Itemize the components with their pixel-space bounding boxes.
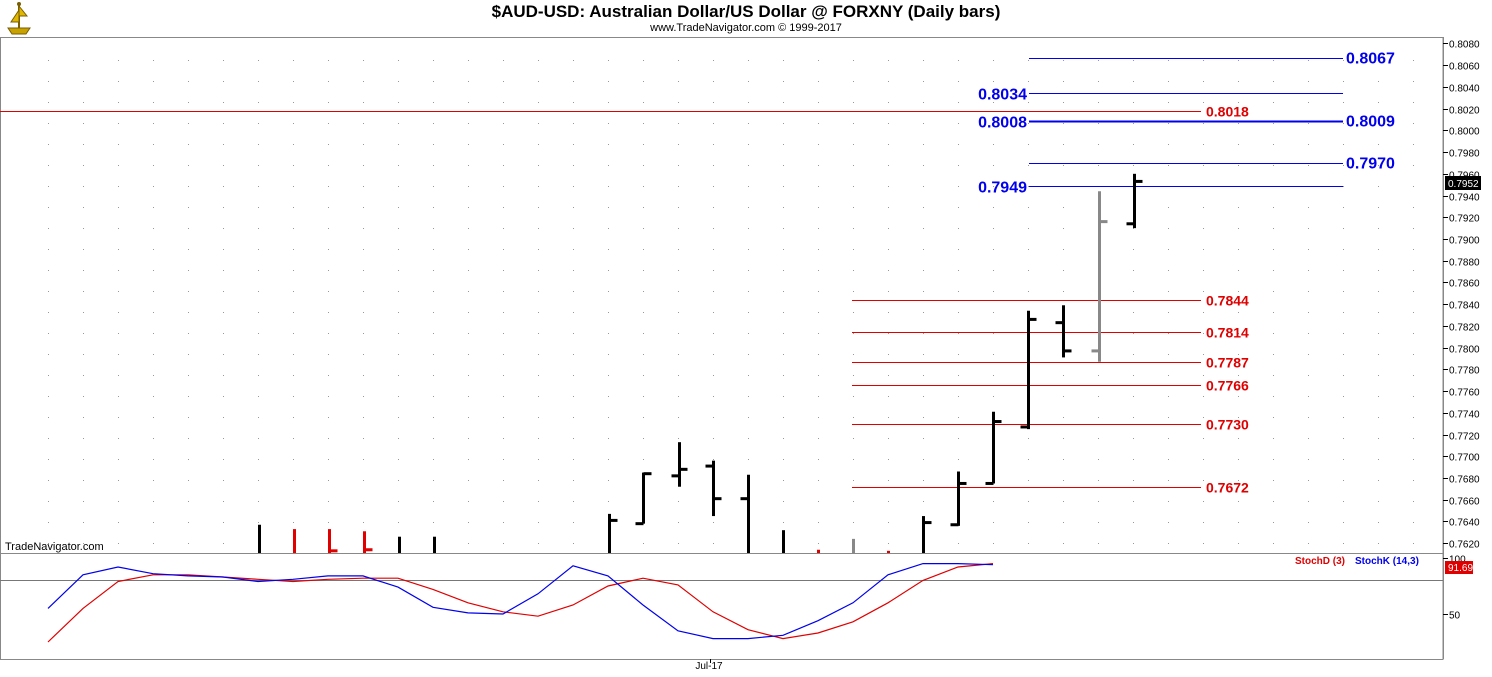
chart-title: $AUD-USD: Australian Dollar/US Dollar @ …	[491, 2, 1001, 21]
price-bar	[671, 442, 688, 487]
y-tick-label: 0.7620	[1449, 540, 1480, 551]
blue-level-label: 0.8008	[978, 115, 1027, 132]
y-tick-label: 0.7640	[1449, 518, 1480, 529]
red-level-label: 0.7730	[1206, 417, 1249, 433]
y-tick-label: 0.7740	[1449, 410, 1480, 421]
stoch-y-tick-label: 100	[1449, 555, 1466, 566]
y-tick-label: 0.7660	[1449, 497, 1480, 508]
stoch-line	[47, 562, 994, 640]
last-price-badge	[1445, 176, 1481, 190]
price-bars	[258, 173, 1143, 553]
y-tick-label: 0.7780	[1449, 366, 1480, 377]
price-bar	[1091, 191, 1108, 362]
red-level-label: 0.7672	[1206, 480, 1249, 496]
price-bar	[705, 460, 722, 517]
y-tick-label: 0.8020	[1449, 106, 1480, 117]
blue-level-label: 0.8009	[1346, 114, 1395, 131]
y-tick-label: 0.7820	[1449, 323, 1480, 334]
y-tick-label: 0.7900	[1449, 236, 1480, 247]
red-level-label: 0.8018	[1206, 104, 1249, 120]
chart-subtitle: www.TradeNavigator.com © 1999-2017	[650, 22, 842, 34]
y-tick-label: 0.8000	[1449, 127, 1480, 138]
price-axis: 0.8080 0.8060 0.8040 0.8020 0.8000 0.7980 0.79…	[695, 40, 1481, 672]
logo-icon	[7, 2, 31, 35]
y-tick-label: 0.7840	[1449, 301, 1480, 312]
y-tick-label: 0.8080	[1449, 40, 1480, 51]
price-bar	[328, 529, 338, 553]
y-tick-label: 0.7880	[1449, 258, 1480, 269]
y-tick-label: 0.7720	[1449, 432, 1480, 443]
price-bar	[608, 513, 618, 553]
legend-stochd: StochD (3)	[1295, 556, 1345, 567]
price-bar	[1020, 310, 1037, 430]
price-bar	[950, 471, 967, 527]
red-level-label: 0.7814	[1206, 325, 1249, 341]
last-price-label: 0.7952	[1448, 179, 1479, 190]
red-level-label: 0.7766	[1206, 378, 1249, 394]
blue-level-label: 0.7949	[978, 180, 1027, 197]
blue-level-label: 0.7970	[1346, 156, 1395, 173]
red-level-label: 0.7844	[1206, 293, 1249, 309]
blue-level-label: 0.8034	[978, 87, 1027, 104]
price-bar	[363, 531, 373, 553]
price-bar	[1126, 173, 1143, 229]
price-bar	[922, 516, 932, 553]
red-level-label: 0.7787	[1206, 355, 1249, 371]
price-bar	[1055, 305, 1072, 358]
y-tick-label: 0.7680	[1449, 475, 1480, 486]
y-tick-label: 0.7800	[1449, 345, 1480, 356]
chart-border	[0, 37, 1444, 660]
y-tick-label: 0.7980	[1449, 149, 1480, 160]
chart-frame: TradeNavigator.com	[0, 37, 1444, 660]
x-tick-label: Jul-17	[695, 661, 723, 672]
y-tick-label: 0.7760	[1449, 388, 1480, 399]
stoch-last-label: 91.69	[1448, 563, 1473, 574]
y-tick-label: 0.8040	[1449, 84, 1480, 95]
price-levels: 0.8018 0.7844 0.7814 0.7787 0.7766 0.7730 0.76…	[0, 51, 1395, 496]
price-bar	[740, 474, 750, 553]
stochastic-panel: StochD (3) StochK (14,3) 100 50 91.69	[0, 555, 1473, 643]
price-bar	[635, 472, 652, 526]
y-tick-label: 0.7860	[1449, 279, 1480, 290]
blue-level-label: 0.8067	[1346, 51, 1395, 68]
watermark: TradeNavigator.com	[5, 541, 104, 553]
y-tick-label: 0.7940	[1449, 193, 1480, 204]
price-bar	[985, 411, 1002, 485]
stoch-y-tick-label: 50	[1449, 611, 1461, 622]
y-tick-label: 0.8060	[1449, 62, 1480, 73]
stoch-last-badge	[1445, 561, 1473, 574]
legend-stochk: StochK (14,3)	[1355, 556, 1419, 567]
y-tick-label: 0.7920	[1449, 214, 1480, 225]
y-tick-label: 0.7700	[1449, 453, 1480, 464]
